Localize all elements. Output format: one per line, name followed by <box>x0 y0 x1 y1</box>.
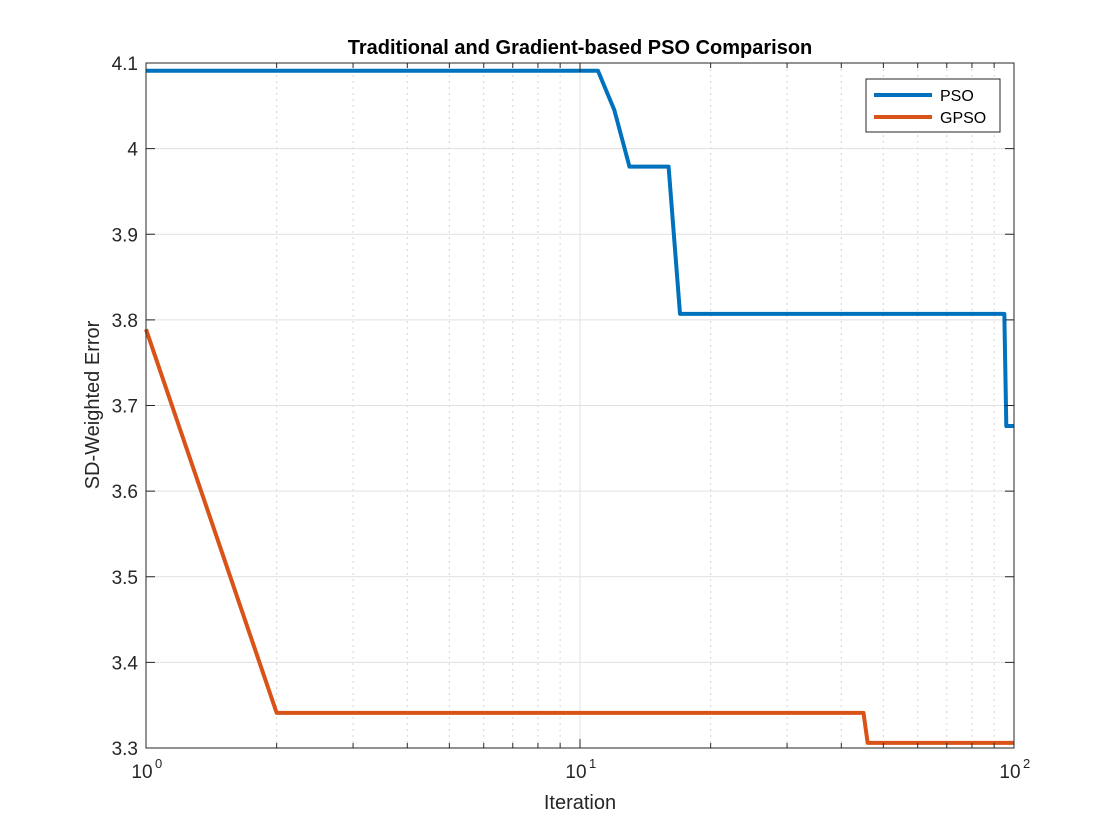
x-tick-label-exponent: 1 <box>589 756 596 771</box>
y-tick-label: 3.7 <box>112 397 138 418</box>
y-tick-label: 3.8 <box>112 311 138 332</box>
label-layer: 10 0 10 1 10 23.33.43.53.63.73.83.944.1 <box>112 54 1031 783</box>
legend-label-pso: PSO <box>940 88 974 105</box>
grid-layer <box>145 62 1015 749</box>
chart-title: Traditional and Gradient-based PSO Compa… <box>348 37 813 59</box>
series-layer <box>144 68 1014 745</box>
y-tick-label: 3.5 <box>112 568 138 589</box>
x-tick-label: 10 <box>999 762 1020 783</box>
x-tick-label-exponent: 2 <box>1023 756 1030 771</box>
legend: PSO GPSO <box>865 78 1001 133</box>
y-tick-label: 4 <box>127 140 138 161</box>
tick-layer <box>145 62 1015 749</box>
y-tick-label: 3.3 <box>112 739 138 760</box>
series-line-gpso <box>144 328 1014 745</box>
legend-box <box>865 78 1001 133</box>
x-tick-label: 10 <box>131 762 152 783</box>
y-tick-label: 3.9 <box>112 225 138 246</box>
x-tick-label: 10 <box>565 762 586 783</box>
y-tick-label: 3.4 <box>112 653 139 674</box>
legend-label-gpso: GPSO <box>940 110 986 127</box>
series-line-pso <box>146 68 1014 429</box>
y-axis-label: SD-Weighted Error <box>82 320 104 489</box>
y-tick-label: 4.1 <box>112 54 138 75</box>
y-tick-label: 3.6 <box>112 482 138 503</box>
x-tick-label-exponent: 0 <box>155 756 162 771</box>
x-axis-label: Iteration <box>544 792 616 814</box>
